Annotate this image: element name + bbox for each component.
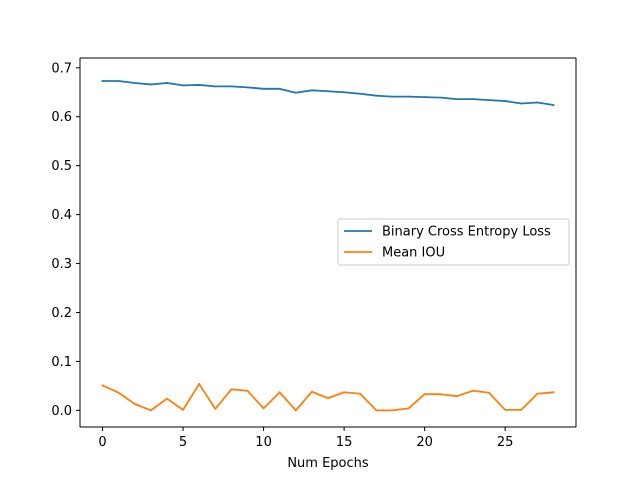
data-point: [182, 84, 184, 87]
axes-spines: [79, 57, 577, 428]
data-point: [230, 388, 233, 391]
data-point: [359, 92, 362, 95]
data-point: [149, 83, 152, 86]
data-point: [504, 408, 507, 411]
data-point: [520, 408, 523, 411]
data-point: [439, 96, 442, 99]
data-point: [262, 87, 265, 90]
x-axis-label: Num Epochs: [287, 456, 369, 471]
y-tick-label: 0.7: [51, 61, 72, 76]
data-point: [182, 408, 184, 411]
data-point: [327, 90, 329, 93]
data-point: [262, 407, 265, 410]
y-tick-label: 0.1: [51, 355, 72, 370]
data-point: [294, 409, 297, 412]
data-point: [101, 384, 104, 387]
data-point: [117, 80, 120, 82]
y-axis: 0.0 0.1 0.2 0.3 0.4 0.5 0.6 0.7: [51, 61, 80, 419]
y-tick-label: 0.5: [51, 159, 72, 174]
data-point: [375, 409, 378, 412]
data-point: [198, 84, 201, 86]
x-axis: 0 5 10 15 20 25: [98, 427, 513, 450]
data-point: [117, 391, 120, 394]
data-point: [278, 87, 281, 90]
legend-label: Binary Cross Entropy Loss: [382, 225, 551, 240]
data-point: [214, 407, 217, 410]
x-tick-label: 25: [497, 435, 514, 450]
x-tick-label: 20: [416, 435, 433, 450]
data-point: [133, 403, 136, 405]
data-point: [536, 392, 539, 395]
data-point: [488, 391, 490, 394]
legend: Binary Cross Entropy Loss Mean IOU: [337, 218, 570, 266]
data-point: [311, 390, 313, 393]
data-point: [166, 82, 168, 84]
data-point: [423, 96, 426, 99]
x-tick-label: 0: [98, 435, 106, 450]
x-tick-label: 15: [336, 435, 353, 450]
data-point: [294, 91, 297, 94]
data-point: [552, 391, 555, 394]
data-point: [455, 98, 458, 101]
data-point: [552, 104, 555, 106]
data-point: [391, 95, 394, 98]
x-tick-label: 5: [179, 435, 187, 450]
legend-box: [337, 218, 570, 266]
data-point: [133, 82, 136, 84]
data-point: [343, 91, 345, 94]
series-layer: [101, 80, 555, 412]
data-point: [375, 94, 378, 97]
data-point: [311, 89, 313, 92]
data-point: [488, 99, 490, 101]
y-tick-label: 0.0: [51, 404, 72, 419]
data-point: [149, 409, 152, 412]
data-point: [391, 409, 394, 412]
y-tick-label: 0.2: [51, 306, 72, 321]
y-tick-label: 0.3: [51, 257, 72, 272]
data-point: [198, 383, 201, 385]
data-point: [246, 86, 249, 89]
data-point: [439, 393, 442, 396]
data-point: [520, 102, 523, 105]
x-tick-label: 10: [255, 435, 272, 450]
data-point: [327, 397, 329, 400]
data-point: [166, 397, 168, 400]
data-point: [472, 389, 474, 392]
y-tick-label: 0.4: [51, 208, 72, 223]
data-point: [230, 85, 233, 88]
data-point: [101, 80, 104, 82]
data-point: [359, 392, 362, 395]
data-point: [278, 391, 281, 394]
data-point: [455, 395, 458, 398]
data-point: [407, 95, 410, 98]
data-point: [214, 85, 217, 88]
data-point: [246, 389, 249, 392]
data-point: [343, 391, 345, 394]
data-point: [536, 101, 539, 104]
y-tick-label: 0.6: [51, 110, 72, 125]
data-point: [407, 407, 410, 410]
legend-label: Mean IOU: [382, 246, 445, 261]
data-point: [472, 98, 474, 101]
data-point: [423, 393, 426, 396]
data-point: [504, 100, 507, 102]
